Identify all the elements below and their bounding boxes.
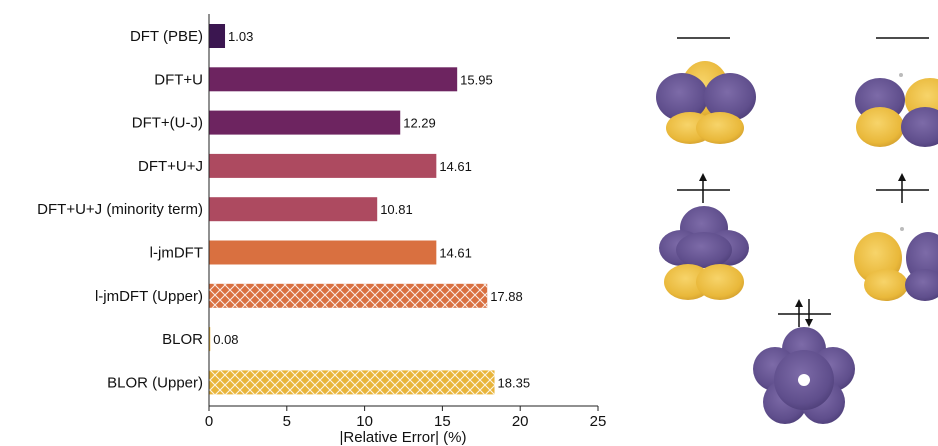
value-label: 15.95 <box>460 72 493 87</box>
bar <box>209 240 437 265</box>
category-label: DFT+U <box>154 71 203 88</box>
category-label: l-jmDFT <box>150 245 203 262</box>
spin-up-arrow-icon <box>898 173 906 203</box>
bar <box>209 327 211 352</box>
spin-up-arrow-icon <box>699 173 707 203</box>
orbital-3 <box>659 173 749 300</box>
spin-up-arrow-icon <box>795 299 803 327</box>
orbital-2 <box>855 37 938 147</box>
x-tick-label: 25 <box>590 413 607 430</box>
orbital-lobes <box>659 206 749 300</box>
value-label: 0.08 <box>213 332 238 347</box>
value-label: 14.61 <box>439 159 472 174</box>
bar <box>209 24 226 48</box>
x-axis-title: |Relative Error| (%) <box>340 429 467 446</box>
orbital-lobes <box>855 73 938 147</box>
category-label: BLOR (Upper) <box>107 374 203 391</box>
orbital-lobes <box>753 327 855 424</box>
bar <box>209 153 437 178</box>
category-label: DFT+U+J <box>138 158 203 175</box>
x-tick-label: 10 <box>356 413 373 430</box>
x-tick-label: 5 <box>283 413 291 430</box>
x-tick-label: 0 <box>205 413 213 430</box>
value-label: 18.35 <box>498 375 531 390</box>
value-label: 14.61 <box>439 246 472 261</box>
bar <box>209 197 378 222</box>
value-label: 1.03 <box>228 29 253 44</box>
bar <box>209 110 401 135</box>
x-tick-label: 15 <box>434 413 451 430</box>
category-label: DFT+U+J (minority term) <box>37 201 203 218</box>
value-label: 12.29 <box>403 116 436 131</box>
value-label: 17.88 <box>490 289 523 304</box>
spin-down-arrow-icon <box>805 299 813 327</box>
bar <box>209 67 458 92</box>
bar-hatch <box>209 283 488 308</box>
category-label: l-jmDFT (Upper) <box>95 288 203 305</box>
category-label: BLOR <box>162 331 203 348</box>
x-tick-label: 20 <box>512 413 529 430</box>
orbital-lobes <box>854 227 938 301</box>
orbital-5 <box>753 299 855 424</box>
orbital-lobes <box>656 61 756 144</box>
category-label: DFT+(U-J) <box>132 115 203 132</box>
category-label: DFT (PBE) <box>130 28 203 45</box>
value-label: 10.81 <box>380 202 413 217</box>
orbital-4 <box>854 173 938 301</box>
bar-hatch <box>209 370 495 395</box>
orbital-1 <box>656 37 756 144</box>
